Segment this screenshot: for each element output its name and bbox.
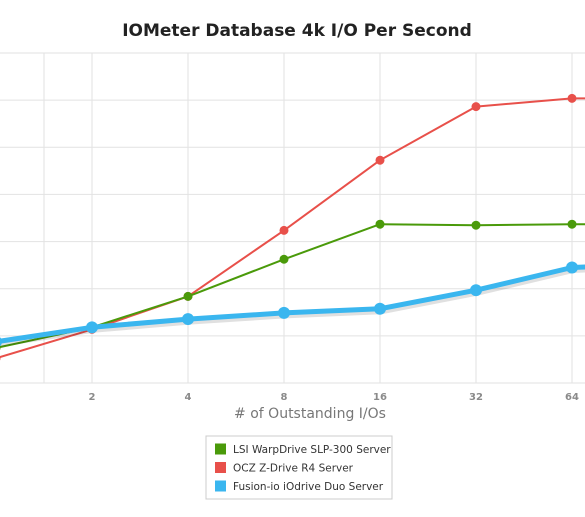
data-point: [279, 254, 289, 264]
chart-title: IOMeter Database 4k I/O Per Second: [122, 21, 472, 41]
data-point: [471, 102, 481, 112]
x-tick-label: 16: [373, 392, 387, 403]
x-tick-label: 4: [185, 392, 192, 403]
data-point: [471, 220, 481, 230]
data-point: [375, 219, 385, 229]
data-point: [182, 313, 194, 326]
data-point: [566, 261, 578, 274]
data-point: [567, 93, 577, 103]
data-point: [375, 155, 385, 165]
data-point: [0, 337, 2, 347]
x-tick-label: 2: [89, 392, 96, 403]
data-point: [0, 356, 1, 361]
legend-label: LSI WarpDrive SLP-300 Server: [233, 444, 391, 456]
series-line: [0, 97, 585, 359]
legend-swatch: [215, 443, 226, 455]
legend: LSI WarpDrive SLP-300 Server OCZ Z-Drive …: [205, 435, 393, 500]
x-axis-label: # of Outstanding I/Os: [234, 406, 386, 422]
x-tick-label: 32: [469, 392, 483, 403]
data-point: [0, 345, 1, 350]
series-line: [0, 223, 585, 349]
data-point: [279, 225, 289, 235]
legend-label: OCZ Z-Drive R4 Server: [233, 463, 354, 475]
legend-label: Fusion-io iOdrive Duo Server: [233, 481, 384, 493]
data-point: [183, 291, 193, 301]
data-point: [567, 219, 577, 229]
x-axis-ticks: 2 4 8 16 32 64: [89, 392, 579, 403]
data-point: [470, 284, 482, 297]
series-shadow: [0, 265, 585, 347]
legend-swatch: [215, 462, 226, 473]
legend-box: [205, 435, 393, 500]
legend-swatch: [215, 480, 226, 492]
x-tick-label: 64: [565, 392, 579, 403]
x-tick-label: 8: [281, 392, 288, 403]
series-layer: [0, 93, 585, 361]
data-point: [86, 321, 98, 334]
series-line: [0, 264, 585, 344]
plot-grid: [0, 52, 585, 384]
data-point: [374, 302, 386, 315]
data-point: [278, 306, 290, 319]
